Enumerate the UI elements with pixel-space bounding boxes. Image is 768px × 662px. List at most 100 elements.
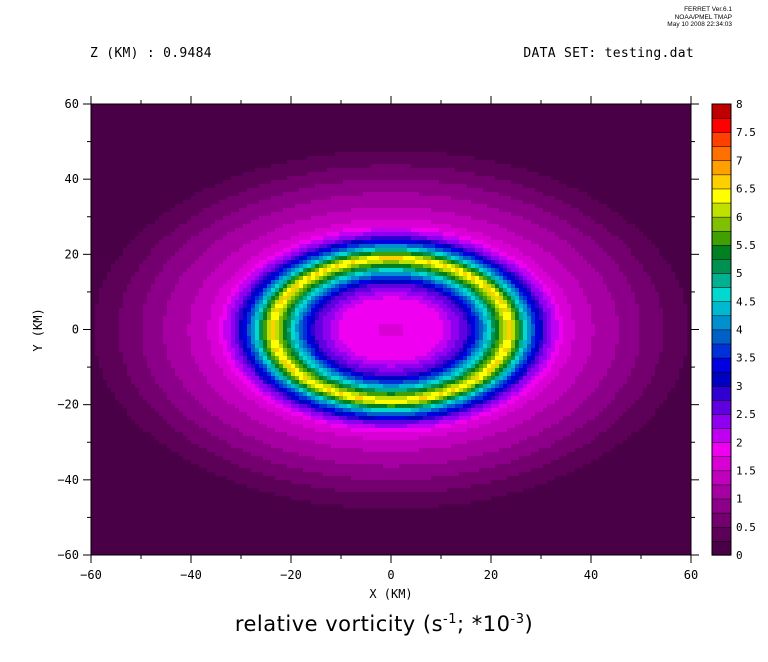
field-cell [339,168,344,173]
field-cell [619,264,624,269]
field-cell [323,188,328,193]
field-cell [427,232,432,237]
field-cell [259,320,264,325]
field-cell [327,176,332,181]
field-cell [167,228,172,233]
field-cell [415,240,420,245]
field-cell [167,256,172,261]
field-cell [339,256,344,261]
field-cell [383,224,388,229]
field-cell [259,176,264,181]
field-cell [259,272,264,277]
field-cell [223,220,228,225]
field-cell [475,300,480,305]
field-cell [403,200,408,205]
field-cell [335,280,340,285]
field-cell [427,276,432,281]
field-cell [167,236,172,241]
field-cell [279,184,284,189]
field-cell [335,320,340,325]
field-cell [115,300,120,305]
field-cell [479,220,484,225]
field-cell [499,232,504,237]
field-cell [467,204,472,209]
field-cell [479,252,484,257]
field-cell [311,220,316,225]
field-cell [487,212,492,217]
field-cell [195,268,200,273]
field-cell [459,232,464,237]
field-cell [587,224,592,229]
field-cell [407,156,412,161]
field-cell [367,160,372,165]
field-cell [323,228,328,233]
field-cell [603,292,608,297]
field-cell [159,320,164,325]
field-cell [415,316,420,321]
field-cell [507,284,512,289]
field-cell [327,308,332,313]
field-cell [435,252,440,257]
field-cell [187,316,192,321]
field-cell [447,280,452,285]
field-cell [239,276,244,281]
field-cell [567,240,572,245]
field-cell [507,308,512,313]
field-cell [283,172,288,177]
field-cell [355,212,360,217]
field-cell [483,292,488,297]
field-cell [327,304,332,309]
field-cell [371,272,376,277]
field-cell [551,256,556,261]
field-cell [431,288,436,293]
field-cell [263,228,268,233]
field-cell [171,304,176,309]
field-cell [423,184,428,189]
field-cell [431,200,436,205]
field-cell [511,288,516,293]
field-cell [383,168,388,173]
field-cell [487,276,492,281]
field-cell [399,272,404,277]
field-cell [391,320,396,325]
field-cell [523,224,528,229]
field-cell [287,272,292,277]
field-cell [299,316,304,321]
field-cell [531,232,536,237]
field-cell [463,316,468,321]
field-cell [567,276,572,281]
field-cell [247,320,252,325]
field-cell [547,180,552,185]
field-cell [271,216,276,221]
field-cell [259,188,264,193]
field-cell [387,232,392,237]
field-cell [459,260,464,265]
field-cell [491,312,496,317]
field-cell [135,252,140,257]
field-cell [423,320,428,325]
field-cell [375,192,380,197]
field-cell [419,276,424,281]
field-cell [411,280,416,285]
field-cell [503,300,508,305]
field-cell [619,268,624,273]
field-cell [443,252,448,257]
field-cell [631,232,636,237]
field-cell [191,312,196,317]
field-cell [227,228,232,233]
field-cell [431,256,436,261]
field-cell [279,308,284,313]
field-cell [575,288,580,293]
field-cell [183,276,188,281]
field-cell [627,244,632,249]
field-cell [431,164,436,169]
field-cell [411,176,416,181]
field-cell [559,192,564,197]
field-cell [299,220,304,225]
field-cell [239,188,244,193]
field-cell [359,264,364,269]
field-cell [283,244,288,249]
field-cell [239,312,244,317]
field-cell [403,236,408,241]
field-cell [491,176,496,181]
